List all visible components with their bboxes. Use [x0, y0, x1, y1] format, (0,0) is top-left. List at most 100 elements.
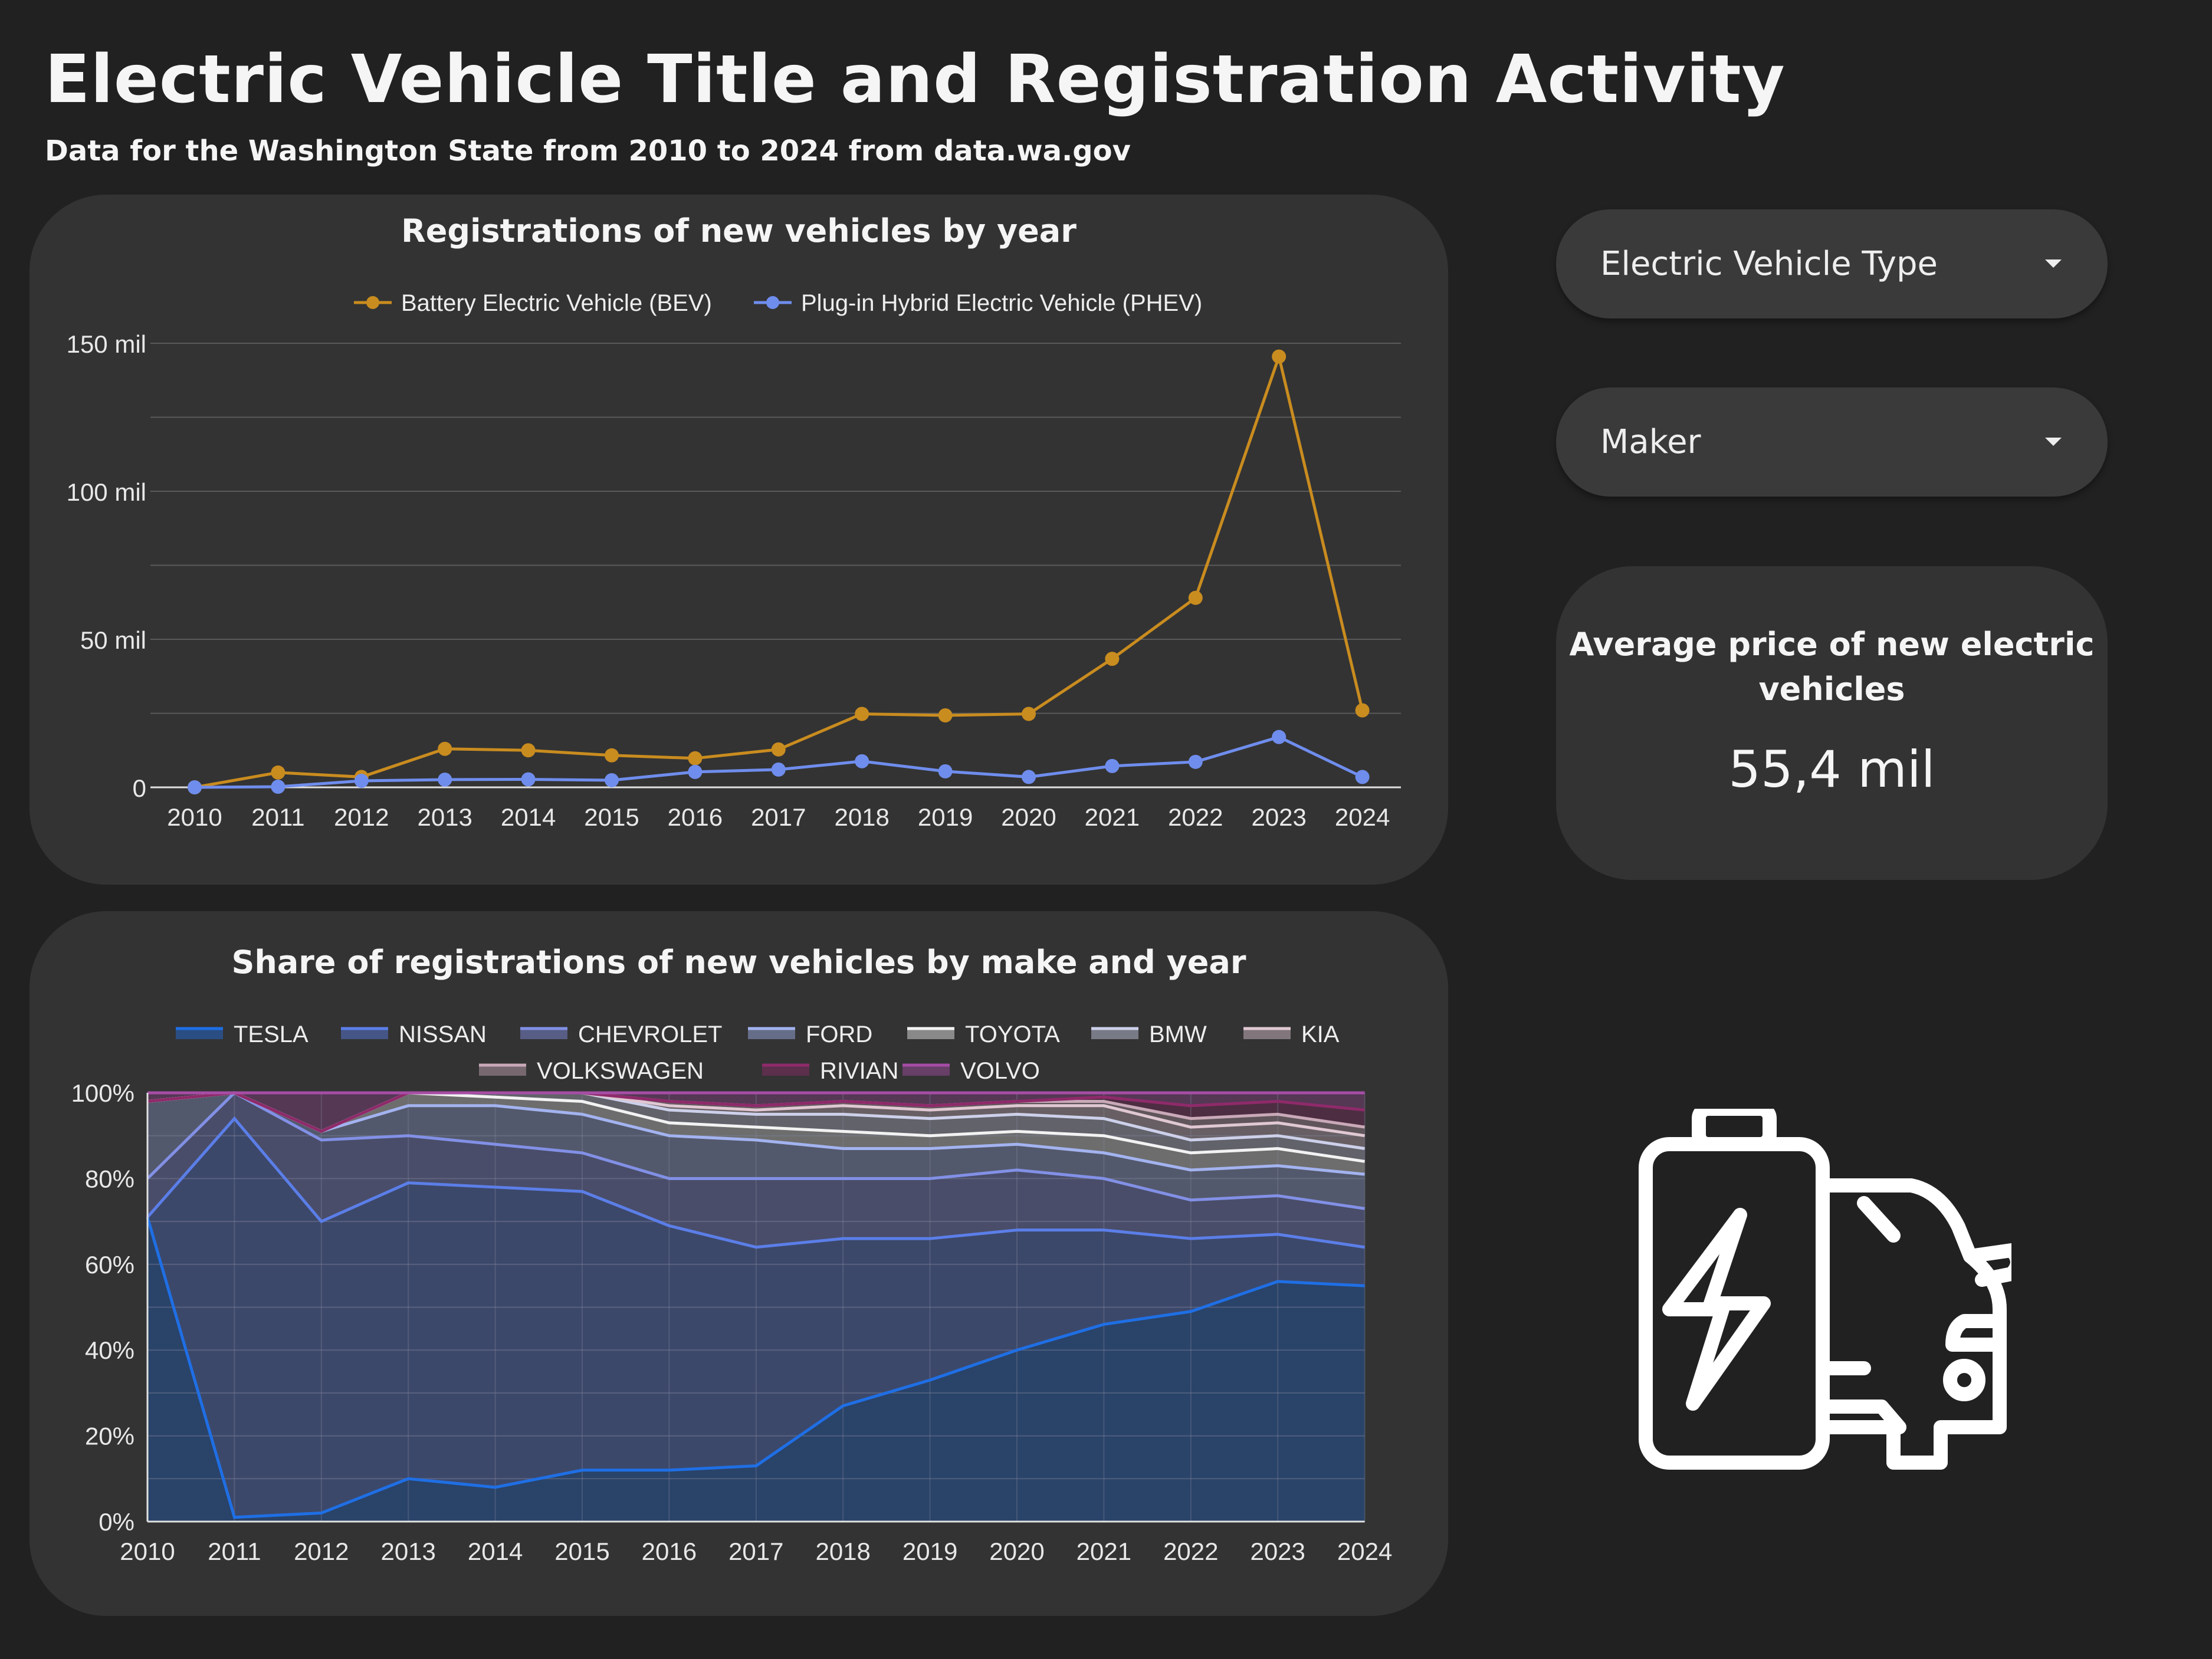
x-tick-label: 2023 — [1250, 1538, 1305, 1565]
y-tick-label: 60% — [85, 1251, 134, 1279]
x-tick-label: 2015 — [584, 803, 639, 831]
legend-label: NISSAN — [399, 1021, 487, 1047]
y-tick-label: 100 mil — [67, 478, 146, 506]
area-band — [147, 1093, 1365, 1162]
x-tick-label: 2020 — [989, 1538, 1044, 1565]
series-line — [194, 351, 1364, 789]
x-tick-label: 2017 — [751, 803, 806, 831]
series-line — [146, 1217, 1365, 1519]
data-point — [354, 773, 369, 788]
series-line — [147, 1091, 1365, 1134]
x-tick-label: 2010 — [167, 803, 222, 831]
area-band — [147, 1093, 1365, 1136]
data-point — [605, 773, 619, 787]
y-tick-label: 150 mil — [67, 330, 146, 358]
make-share-area-chart: 0% 20% 40% 60% 80% 100% 2010 2011 2012 2013 2014 20… — [71, 1021, 1393, 1565]
legend-swatch — [479, 1065, 526, 1076]
data-point — [521, 772, 536, 787]
data-point — [1022, 770, 1036, 784]
legend-swatch — [176, 1029, 223, 1039]
data-point — [938, 764, 953, 778]
x-tick-label: 2024 — [1335, 803, 1390, 831]
legend-swatch — [341, 1029, 388, 1039]
x-tick-label: 2015 — [554, 1538, 609, 1565]
x-tick-label: 2011 — [251, 803, 304, 831]
data-point — [1355, 770, 1370, 784]
series-line — [147, 1091, 1365, 1176]
data-point — [855, 754, 869, 768]
data-point — [1022, 707, 1036, 721]
data-point — [271, 765, 285, 780]
legend-label: BMW — [1149, 1021, 1207, 1047]
average-price-title: Average price of new electric vehicles — [1569, 626, 2095, 708]
y-tick-label: 40% — [85, 1336, 134, 1364]
x-tick-label: 2021 — [1077, 1538, 1131, 1565]
legend-label: FORD — [806, 1021, 872, 1047]
maker-dropdown-label: Maker — [1600, 423, 1701, 461]
x-tick-label: 2012 — [294, 1538, 349, 1565]
legend-swatch — [902, 1065, 950, 1076]
legend-label: VOLVO — [960, 1058, 1040, 1084]
registrations-line-chart-card: Registrations of new vehicles by year 0 5… — [29, 195, 1448, 885]
data-point — [1355, 703, 1370, 718]
series-line — [146, 1090, 1365, 1210]
x-tick-label: 2019 — [918, 803, 973, 831]
legend-label: TESLA — [234, 1021, 309, 1047]
data-point — [438, 741, 452, 756]
area-chart-title: Share of registrations of new vehicles b… — [231, 944, 1246, 981]
caret-down-icon — [2045, 259, 2062, 268]
y-tick-label: 50 mil — [80, 626, 146, 654]
data-point — [1272, 349, 1286, 364]
data-point — [188, 780, 202, 794]
x-tick-label: 2018 — [834, 803, 889, 831]
legend-marker — [366, 296, 379, 309]
x-tick-label: 2014 — [468, 1538, 523, 1565]
data-point — [1105, 652, 1120, 666]
data-point — [271, 779, 285, 794]
x-tick-label: 2013 — [380, 1538, 435, 1565]
x-tick-label: 2011 — [208, 1538, 261, 1565]
series-line — [146, 1116, 1365, 1249]
y-tick-label: 0% — [99, 1508, 134, 1536]
y-tick-label: 80% — [85, 1165, 134, 1192]
legend-marker — [766, 296, 779, 309]
data-point — [521, 743, 536, 758]
page-title: Electric Vehicle Title and Registration … — [45, 41, 1786, 118]
maker-dropdown[interactable]: Maker — [1556, 387, 2108, 497]
legend-label: CHEVROLET — [578, 1021, 723, 1047]
data-point — [1188, 754, 1203, 769]
x-tick-label: 2018 — [815, 1538, 870, 1565]
data-point — [771, 762, 786, 777]
x-tick-label: 2021 — [1085, 803, 1140, 831]
data-point — [688, 751, 703, 766]
data-point — [605, 748, 619, 763]
data-point — [688, 764, 703, 779]
x-tick-label: 2024 — [1337, 1538, 1392, 1565]
legend-swatch — [520, 1029, 567, 1039]
data-point — [1272, 730, 1286, 744]
data-point — [855, 707, 869, 721]
legend-label: Battery Electric Vehicle (BEV) — [401, 290, 712, 316]
area-band — [147, 1093, 1365, 1175]
data-point — [438, 772, 452, 787]
x-tick-label: 2019 — [902, 1538, 957, 1565]
x-tick-label: 2013 — [417, 803, 472, 831]
legend-label: TOYOTA — [965, 1021, 1060, 1047]
x-tick-label: 2022 — [1168, 803, 1223, 831]
vehicle-type-dropdown-label: Electric Vehicle Type — [1600, 245, 1938, 283]
y-tick-label: 0 — [133, 774, 146, 802]
data-point — [1105, 758, 1120, 773]
legend-label: RIVIAN — [820, 1058, 898, 1084]
legend-swatch — [1091, 1029, 1138, 1039]
legend-label: KIA — [1301, 1021, 1340, 1047]
average-price-value: 55,4 mil — [1728, 740, 1935, 799]
average-price-card: Average price of new electric vehicles 5… — [1556, 566, 2108, 880]
data-point — [1188, 590, 1203, 605]
area-band — [147, 1093, 1365, 1209]
page-subtitle: Data for the Washington State from 2010 … — [45, 134, 1131, 167]
data-point — [771, 742, 786, 757]
vehicle-type-dropdown[interactable]: Electric Vehicle Type — [1556, 209, 2108, 318]
area-band — [147, 1217, 1365, 1522]
area-band — [147, 1118, 1365, 1517]
x-tick-label: 2016 — [668, 803, 723, 831]
